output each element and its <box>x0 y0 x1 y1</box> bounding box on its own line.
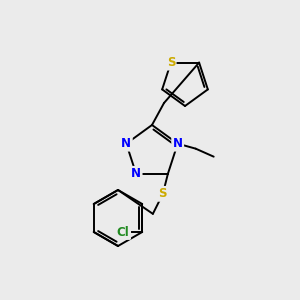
Text: S: S <box>167 56 175 69</box>
Text: N: N <box>173 137 183 150</box>
Text: N: N <box>131 167 141 180</box>
Text: Cl: Cl <box>117 226 130 238</box>
Text: N: N <box>121 137 131 150</box>
Text: S: S <box>159 187 167 200</box>
